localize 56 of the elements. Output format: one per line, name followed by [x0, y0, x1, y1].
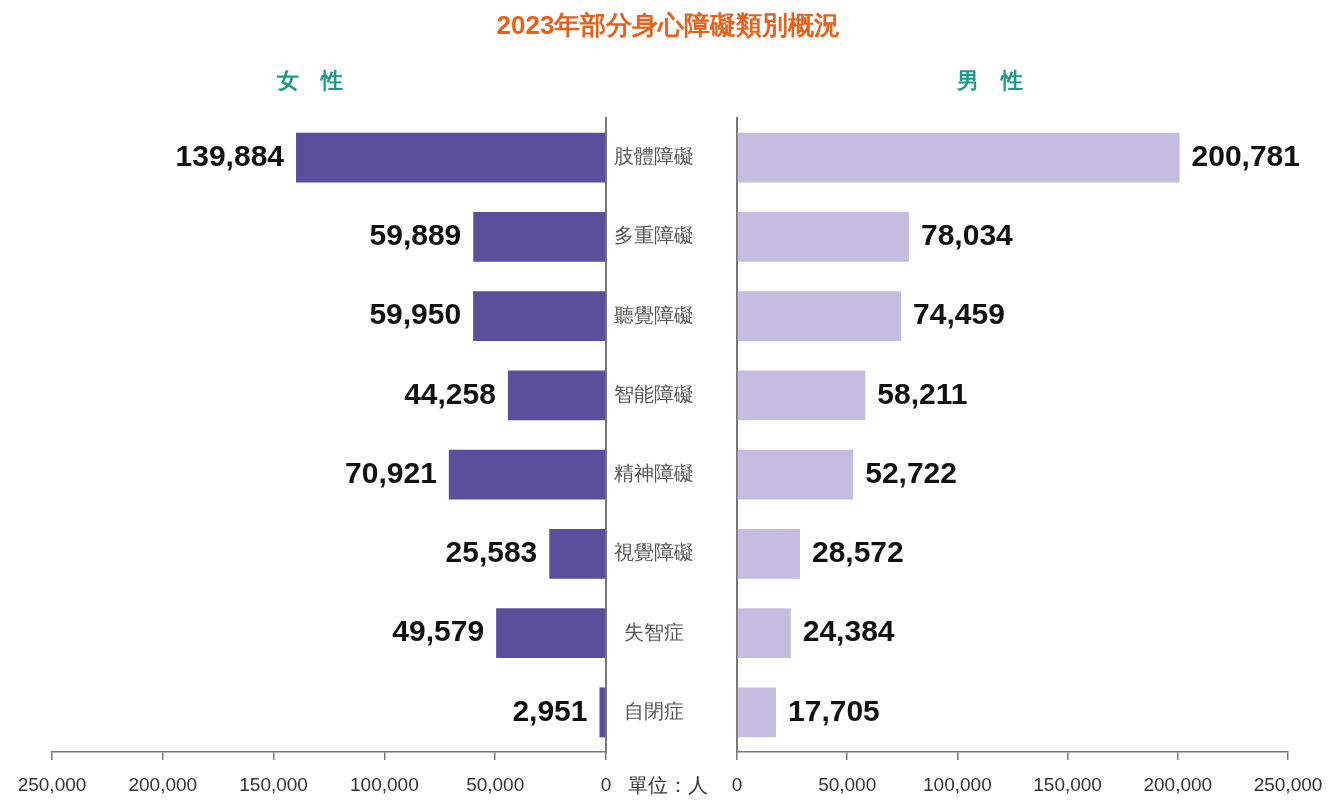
bar: [737, 211, 909, 262]
y-tick-label: 肢體障礙: [614, 145, 694, 168]
x-tick-label: 0: [600, 773, 612, 795]
bar: [473, 211, 606, 262]
bar: [737, 449, 854, 500]
y-tick-label: 失智症: [624, 620, 684, 643]
bar: [737, 132, 1180, 183]
chart-subtitle: 男 性: [955, 67, 1024, 95]
bar: [448, 449, 606, 500]
y-tick-label: 多重障礙: [614, 224, 694, 247]
y-tick-label: 視覺障礙: [614, 541, 694, 564]
data-label: 25,583: [445, 535, 538, 569]
bar: [737, 528, 800, 579]
chart-subtitle: 女 性: [276, 67, 344, 95]
data-label: 70,921: [345, 455, 437, 489]
x-tick-label: 100,000: [923, 773, 992, 795]
bar: [507, 370, 606, 421]
bar: [737, 291, 902, 342]
x-tick-label: 50,000: [466, 773, 525, 795]
data-label: 59,950: [369, 297, 462, 331]
bar: [599, 687, 606, 738]
x-tick-label: 0: [731, 773, 743, 795]
x-tick-label: 100,000: [350, 773, 419, 795]
bar: [296, 132, 606, 183]
x-tick-label: 200,000: [1143, 773, 1213, 795]
data-label: 59,889: [369, 218, 462, 252]
y-tick-label: 自閉症: [624, 699, 684, 722]
data-label: 17,705: [788, 693, 880, 727]
data-label: 44,258: [404, 376, 496, 410]
bar: [737, 687, 777, 738]
data-label: 24,384: [802, 614, 895, 648]
x-tick-label: 150,000: [239, 773, 308, 795]
data-label: 74,459: [913, 297, 1005, 331]
bar: [737, 608, 791, 659]
x-tick-label: 250,000: [17, 773, 87, 795]
y-tick-label: 精神障礙: [614, 462, 694, 485]
bar: [473, 291, 606, 342]
data-label: 58,211: [877, 376, 968, 410]
data-label: 52,722: [865, 455, 957, 489]
bar: [496, 608, 606, 659]
x-tick-label: 200,000: [128, 773, 198, 795]
x-tick-label: 50,000: [818, 773, 877, 795]
x-tick-label: 250,000: [1253, 773, 1323, 795]
data-label: 139,884: [175, 138, 285, 172]
text: 單位：人: [627, 773, 709, 798]
bar: [549, 528, 606, 579]
text: 2023年部分身心障礙類別概況: [495, 9, 842, 42]
y-tick-label: 智能障礙: [614, 382, 694, 405]
data-label: 2,951: [512, 693, 588, 727]
data-label: 49,579: [392, 614, 485, 648]
data-label: 28,572: [811, 535, 904, 569]
data-label: 78,034: [920, 218, 1014, 252]
y-tick-label: 聽覺障礙: [614, 303, 694, 326]
bar: [737, 370, 866, 421]
data-label: 200,781: [1191, 138, 1300, 172]
x-tick-label: 150,000: [1033, 773, 1102, 795]
